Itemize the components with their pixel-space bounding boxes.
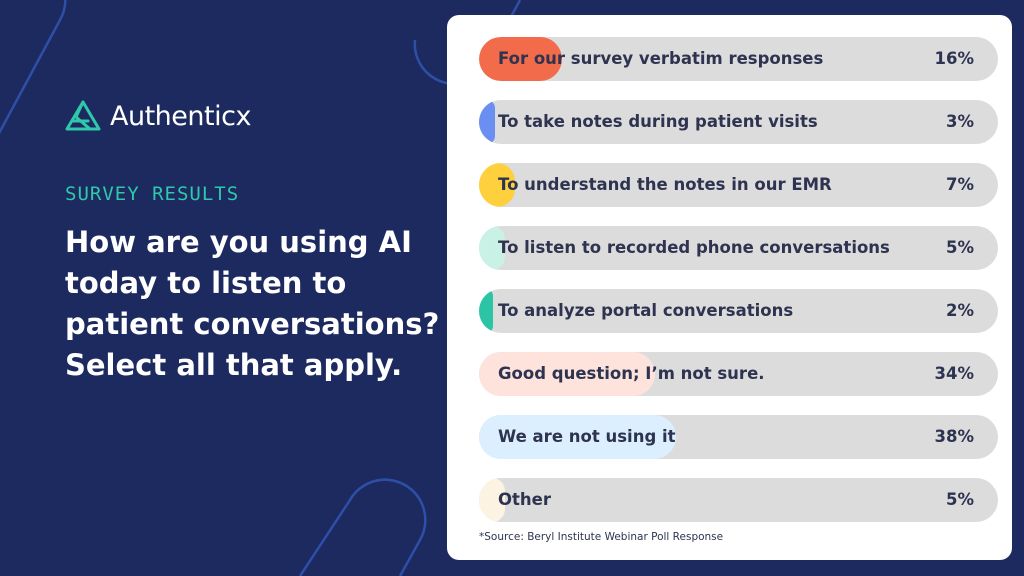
bar-value-label: 5%	[945, 238, 974, 257]
bar-value-label: 16%	[934, 49, 975, 68]
bar-row: For our survey verbatim responses 16%	[479, 37, 998, 81]
bar-fill	[479, 100, 495, 144]
bar-fill	[479, 415, 677, 459]
bar-fill	[479, 289, 493, 333]
bar-row: To understand the notes in our EMR 7%	[479, 163, 998, 207]
bar-label: For our survey verbatim responses	[498, 49, 824, 68]
bar-fill	[479, 352, 656, 396]
bar-value-label: 34%	[934, 364, 975, 383]
section-label: SURVEY RESULTS	[65, 183, 240, 205]
bar-row: Good question; I’m not sure. 34%	[479, 352, 998, 396]
bar-row: To take notes during patient visits 3%	[479, 100, 998, 144]
survey-question: How are you using AI today to listen to …	[65, 225, 440, 382]
bar-fill	[479, 226, 505, 270]
bar-row: We are not using it 38%	[479, 415, 998, 459]
bar-label: To listen to recorded phone conversation…	[498, 238, 890, 257]
bar-label: To take notes during patient visits	[498, 112, 818, 131]
bar-value-label: 3%	[945, 112, 974, 131]
bar-label: Other	[498, 490, 551, 509]
results-card: For our survey verbatim responses 16% To t…	[447, 15, 1012, 560]
bar-value-label: 7%	[945, 175, 974, 194]
bar-row: To listen to recorded phone conversation…	[479, 226, 998, 270]
bar-fill	[479, 163, 516, 207]
bar-label: To analyze portal conversations	[498, 301, 794, 320]
bar-label: To understand the notes in our EMR	[498, 175, 832, 194]
bar-value-label: 5%	[945, 490, 974, 509]
bar-label: We are not using it	[498, 427, 676, 446]
brand-logo: Authenticx	[64, 99, 251, 133]
bar-row: Other 5%	[479, 478, 998, 522]
bar-fill	[479, 478, 505, 522]
authenticx-logo-icon	[65, 100, 101, 131]
bar-value-label: 2%	[945, 301, 974, 320]
bar-row: To analyze portal conversations 2%	[479, 289, 998, 333]
brand-name: Authenticx	[110, 100, 251, 132]
source-note: *Source: Beryl Institute Webinar Poll Re…	[479, 531, 724, 543]
bar-value-label: 38%	[934, 427, 975, 446]
bar-label: Good question; I’m not sure.	[498, 364, 765, 383]
bar-fill	[479, 37, 563, 81]
